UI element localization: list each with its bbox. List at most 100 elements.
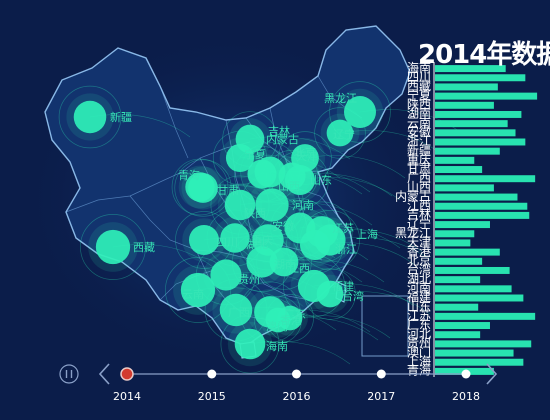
timeline-label-2016[interactable]: 2016 [283,390,311,403]
bar-label-西藏: 西藏 [407,79,431,93]
bubble-云南[interactable] [180,272,216,308]
bar-贵州 [435,340,532,348]
timeline-label-2018[interactable]: 2018 [452,390,480,403]
bar-label-天津: 天津 [407,235,431,249]
south-sea-inset [361,295,409,357]
city-label-广东: 广东 [284,308,306,321]
bubble-halo-甘肃 [174,159,232,217]
map-outline [44,25,411,347]
bar-label-贵州: 贵州 [407,336,431,350]
bar-台湾 [435,266,510,274]
bubble-海南[interactable] [234,328,266,360]
bubble-吉林[interactable] [326,119,354,147]
bar-label-山西: 山西 [407,180,431,194]
bubble-陕西[interactable] [224,189,256,221]
bar-上海 [435,358,524,366]
bar-label-黑龙江: 黑龙江 [395,226,431,240]
bar-河北 [435,331,481,339]
bubble-贵州[interactable] [210,259,242,291]
bar-label-湖南: 湖南 [407,106,431,121]
timeline-play-button[interactable] [59,364,79,384]
bar-云南 [435,120,508,128]
bar-panel: 海南四川西藏宁夏陕西湖南云南安徽浙江新疆重庆甘肃广西山西内蒙古江西吉林辽宁黑龙江… [395,60,538,378]
bar-label-海南: 海南 [407,60,431,75]
bar-河南 [435,285,512,293]
bubble-halo-山东 [271,151,329,209]
timeline: 2014 2015 2016 2017 2018 [59,363,498,403]
timeline-label-2014[interactable]: 2014 [113,390,141,403]
bar-label-山东: 山东 [407,299,431,313]
bar-宁夏 [435,92,538,100]
bubble-四川[interactable] [188,224,220,256]
timeline-point-2017[interactable] [376,369,386,379]
city-label-海南: 海南 [266,339,288,353]
bar-label-河南: 河南 [407,280,431,295]
bubble-halo-江西 [256,234,312,290]
timeline-point-2018[interactable] [461,369,471,379]
bar-label-广东: 广东 [407,318,431,332]
bar-label-云南: 云南 [407,115,431,130]
bar-label-吉林: 吉林 [407,208,431,222]
city-label-河南: 河南 [292,199,314,212]
city-label-青海: 青海 [178,168,200,182]
bar-新疆 [435,147,500,155]
bar-label-广西: 广西 [407,171,431,185]
bubble-新疆[interactable] [73,100,107,134]
bar-山东 [435,303,479,311]
bubble-黑龙江[interactable] [344,96,376,128]
city-label-贵州: 贵州 [238,273,260,286]
city-label-湖南: 湖南 [274,258,296,271]
bubble-江西[interactable] [269,247,299,277]
city-label-上海: 上海 [356,227,378,241]
bar-福建 [435,294,524,302]
bar-label-安徽: 安徽 [407,124,431,139]
bar-广东 [435,322,490,330]
timeline-label-2017[interactable]: 2017 [367,390,395,403]
bar-四川 [435,74,526,82]
bar-浙江 [435,138,526,146]
city-label-吉林: 吉林 [268,124,290,138]
bubble-广西[interactable] [219,293,253,327]
bar-category-labels: 海南四川西藏宁夏陕西湖南云南安徽浙江新疆重庆甘肃广西山西内蒙古江西吉林辽宁黑龙江… [395,60,431,378]
bar-重庆 [435,156,475,164]
bar-label-江西: 江西 [407,198,431,212]
bubble-宁夏[interactable] [225,143,255,173]
bubble-山东[interactable] [284,164,316,196]
bubble-湖南[interactable] [246,246,278,278]
city-label-北京: 北京 [294,145,316,159]
bubble-浙江[interactable] [299,229,331,261]
timeline-point-2016[interactable] [292,369,301,379]
city-label-内蒙古: 内蒙古 [266,132,299,146]
timeline-point-2015[interactable] [207,369,217,379]
bar-黑龙江 [435,230,475,238]
bubble-重庆[interactable] [220,223,250,253]
timeline-point-2014[interactable] [120,367,134,381]
bar-天津 [435,239,471,247]
bubble-青海[interactable] [185,172,215,202]
bar-label-新疆: 新疆 [407,142,431,157]
city-label-香港: 香港 [280,314,302,327]
bubble-河南[interactable] [255,188,289,222]
bar-label-辽宁: 辽宁 [407,216,431,231]
timeline-next-button[interactable] [486,363,498,385]
city-label-安徽: 安徽 [272,219,294,233]
bubble-西藏[interactable] [95,229,131,265]
bar-陕西 [435,101,494,109]
bar-label-内蒙古: 内蒙古 [395,188,431,203]
timeline-prev-button[interactable] [98,363,110,385]
bubble-台湾[interactable] [316,280,344,308]
bubble-澳门[interactable] [265,307,291,333]
city-label-云南: 云南 [182,288,204,301]
city-label-江苏: 江苏 [332,222,354,235]
timeline-label-2015[interactable]: 2015 [198,390,226,403]
bar-西藏 [435,83,498,91]
city-label-宁夏: 宁夏 [244,147,266,161]
flow-香港 [289,315,391,339]
bubble-halo-西藏 [80,214,146,280]
bar-广西 [435,175,536,183]
city-label-西藏: 西藏 [133,241,155,254]
bar-内蒙古 [435,193,518,201]
bubble-山西[interactable] [247,159,277,189]
